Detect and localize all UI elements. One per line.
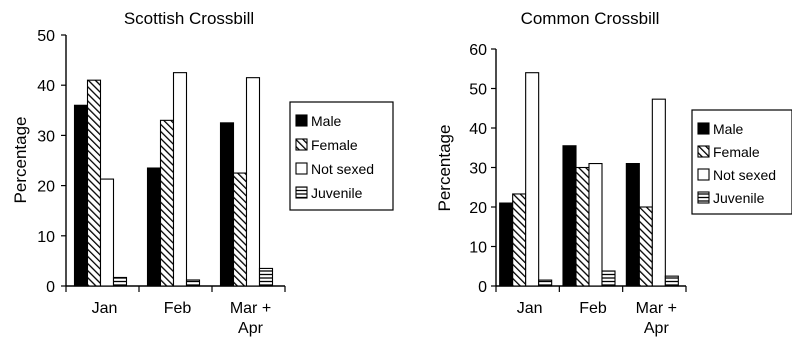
chart-1: Scottish Crossbill Percentage 0 10 20 30 40 50 J…	[11, 9, 394, 337]
bar-male	[499, 202, 514, 287]
legend-entry: Male	[311, 113, 342, 129]
bar-male	[562, 145, 577, 287]
bar-female	[638, 206, 653, 287]
x-tick-label: Apr	[644, 320, 670, 337]
legend-entry: Female	[311, 137, 358, 153]
x-tick-label: Apr	[238, 320, 264, 337]
bar-not-sexed	[245, 77, 261, 287]
y-tick-label: 50	[469, 82, 487, 99]
y-tick-label: 40	[469, 121, 487, 138]
bar-juvenile	[538, 279, 553, 287]
legend-swatch	[295, 138, 308, 151]
bar-female	[575, 166, 590, 287]
y-tick-label: 50	[37, 28, 55, 45]
y-tick-label: 0	[46, 279, 55, 296]
bar-not-sexed	[651, 98, 666, 287]
chart-title: Scottish Crossbill	[124, 9, 254, 28]
bar-not-sexed	[99, 178, 115, 287]
y-tick-label: 10	[37, 229, 55, 246]
chart-title: Common Crossbill	[521, 9, 660, 28]
y-axis-label: Percentage	[11, 117, 30, 204]
bar-not-sexed	[525, 72, 540, 287]
bar-male	[73, 104, 89, 287]
y-tick-label: 30	[37, 128, 55, 145]
legend-entry: Male	[713, 121, 744, 137]
legend-entry: Juvenile	[311, 185, 363, 201]
y-tick-label: 10	[469, 240, 487, 257]
x-tick-label: Feb	[579, 300, 607, 317]
legend-swatch	[697, 191, 710, 204]
legend: Male Female Not sexed Juvenile	[691, 109, 792, 215]
legend-swatch	[295, 186, 308, 199]
y-tick-label: 30	[469, 161, 487, 178]
bar-juvenile	[185, 279, 201, 287]
x-tick-label: Mar +	[230, 300, 271, 317]
bar-female	[159, 119, 175, 287]
legend-swatch	[697, 122, 710, 135]
legend-entry: Not sexed	[713, 167, 776, 183]
bar-female	[232, 172, 248, 287]
legend-swatch	[295, 162, 308, 175]
y-tick-label: 40	[37, 78, 55, 95]
bar-not-sexed	[172, 72, 188, 287]
x-tick-label: Jan	[517, 300, 543, 317]
bar-juvenile	[664, 275, 679, 287]
bar-not-sexed	[588, 163, 603, 287]
legend-swatch	[697, 168, 710, 181]
legend-entry: Juvenile	[713, 190, 765, 206]
legend-entry: Not sexed	[311, 161, 374, 177]
y-tick-label: 20	[37, 179, 55, 196]
bar-juvenile	[258, 267, 274, 287]
x-tick-label: Mar +	[636, 300, 677, 317]
bar-female	[512, 193, 527, 287]
bar-male	[625, 163, 640, 287]
legend: Male Female Not sexed Juvenile	[289, 101, 394, 211]
legend-entry: Female	[713, 144, 760, 160]
y-tick-label: 20	[469, 200, 487, 217]
legend-swatch	[697, 145, 710, 158]
chart-2: Common Crossbill Percentage 0 10 20 30 40 50 60 J…	[435, 9, 792, 337]
legend-swatch	[295, 114, 308, 127]
bar-juvenile	[112, 276, 128, 287]
y-tick-label: 0	[478, 279, 487, 296]
y-axis-label: Percentage	[435, 125, 454, 212]
bar-male	[219, 122, 235, 287]
x-tick-label: Feb	[164, 300, 192, 317]
y-tick-label: 60	[469, 42, 487, 59]
bar-male	[146, 167, 162, 287]
bar-female	[86, 79, 102, 287]
x-tick-label: Jan	[92, 300, 118, 317]
bar-juvenile	[601, 270, 616, 287]
